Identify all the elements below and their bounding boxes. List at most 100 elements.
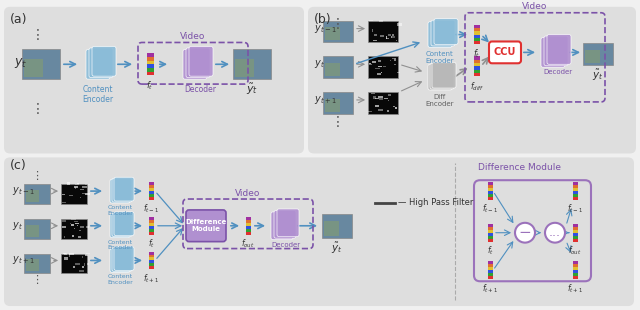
Bar bbox=[233, 49, 271, 79]
Bar bbox=[246, 232, 250, 235]
Bar bbox=[147, 68, 154, 72]
Text: (a): (a) bbox=[10, 13, 28, 26]
FancyBboxPatch shape bbox=[432, 62, 456, 88]
Text: $f_{t-1}$: $f_{t-1}$ bbox=[482, 203, 498, 215]
FancyBboxPatch shape bbox=[112, 178, 132, 202]
Text: $y_t$: $y_t$ bbox=[14, 56, 28, 70]
FancyBboxPatch shape bbox=[89, 48, 113, 78]
Bar bbox=[148, 220, 154, 223]
Bar bbox=[474, 24, 480, 28]
Bar bbox=[372, 39, 377, 41]
Bar bbox=[147, 53, 154, 57]
FancyBboxPatch shape bbox=[114, 212, 134, 236]
Bar bbox=[73, 266, 75, 268]
Bar bbox=[147, 61, 154, 64]
Text: $f_t$: $f_t$ bbox=[147, 79, 154, 92]
Text: $y_{t+1}$: $y_{t+1}$ bbox=[12, 255, 35, 267]
Bar bbox=[391, 36, 392, 38]
Bar bbox=[380, 20, 383, 22]
Bar bbox=[368, 21, 398, 42]
Bar bbox=[26, 225, 39, 237]
Bar bbox=[322, 214, 352, 238]
Text: — High Pass Filter: — High Pass Filter bbox=[398, 198, 474, 207]
Bar bbox=[80, 226, 84, 228]
Bar bbox=[323, 92, 353, 114]
FancyBboxPatch shape bbox=[86, 49, 110, 79]
Bar bbox=[323, 21, 353, 42]
FancyBboxPatch shape bbox=[183, 49, 207, 79]
FancyBboxPatch shape bbox=[112, 213, 132, 237]
Text: $f_{t+1}$: $f_{t+1}$ bbox=[482, 282, 498, 295]
Bar bbox=[474, 66, 480, 69]
Bar bbox=[24, 254, 50, 273]
Circle shape bbox=[515, 223, 535, 243]
Bar bbox=[148, 251, 154, 255]
Bar bbox=[148, 264, 154, 266]
Bar bbox=[148, 191, 154, 194]
Text: Content
Encoder: Content Encoder bbox=[83, 85, 113, 104]
Bar bbox=[148, 266, 154, 269]
Bar bbox=[368, 92, 398, 114]
Bar bbox=[75, 187, 76, 189]
Bar bbox=[388, 95, 391, 96]
Bar bbox=[392, 34, 394, 36]
Bar bbox=[368, 111, 372, 112]
Bar bbox=[378, 66, 381, 67]
Text: Video: Video bbox=[522, 2, 548, 11]
Text: (c): (c) bbox=[10, 159, 27, 172]
Bar bbox=[381, 72, 382, 73]
Bar bbox=[488, 268, 493, 270]
Bar bbox=[488, 230, 493, 233]
Bar bbox=[324, 221, 339, 236]
Bar bbox=[246, 217, 250, 220]
Text: $f_t$: $f_t$ bbox=[147, 238, 154, 250]
Bar bbox=[573, 236, 577, 239]
Bar bbox=[85, 254, 88, 256]
Bar bbox=[26, 190, 39, 202]
Bar bbox=[64, 257, 68, 259]
Bar bbox=[246, 226, 250, 229]
Bar bbox=[148, 194, 154, 197]
Bar bbox=[62, 226, 65, 228]
Bar bbox=[573, 233, 577, 236]
Bar bbox=[377, 73, 381, 75]
Bar bbox=[85, 193, 90, 196]
Bar bbox=[148, 255, 154, 258]
Bar bbox=[488, 273, 493, 276]
Text: Decoder: Decoder bbox=[543, 69, 573, 75]
Bar bbox=[378, 109, 383, 111]
Bar bbox=[86, 253, 90, 254]
Bar bbox=[585, 50, 600, 63]
Text: Difference Module: Difference Module bbox=[479, 163, 561, 172]
Bar bbox=[325, 63, 340, 76]
Bar bbox=[488, 185, 493, 188]
Bar bbox=[72, 235, 74, 237]
Bar bbox=[24, 59, 43, 77]
Bar bbox=[374, 34, 376, 36]
Bar bbox=[147, 64, 154, 68]
Bar bbox=[378, 60, 381, 62]
Bar bbox=[474, 63, 480, 66]
Bar bbox=[388, 100, 389, 101]
Bar bbox=[388, 34, 391, 36]
Bar bbox=[488, 188, 493, 191]
Bar bbox=[573, 182, 577, 185]
Bar bbox=[396, 107, 397, 108]
Bar bbox=[573, 270, 577, 273]
FancyBboxPatch shape bbox=[92, 46, 116, 76]
Bar bbox=[488, 182, 493, 185]
FancyBboxPatch shape bbox=[547, 34, 571, 64]
Text: Decoder: Decoder bbox=[184, 85, 216, 94]
Bar bbox=[372, 61, 376, 63]
FancyBboxPatch shape bbox=[110, 249, 130, 272]
Bar bbox=[474, 28, 480, 31]
Bar bbox=[61, 219, 87, 239]
Bar bbox=[70, 223, 71, 224]
Text: $f_{t+1}$: $f_{t+1}$ bbox=[567, 282, 583, 295]
Bar bbox=[573, 264, 577, 268]
FancyBboxPatch shape bbox=[271, 212, 293, 240]
Text: Content
Encoder: Content Encoder bbox=[426, 51, 454, 64]
Bar bbox=[63, 237, 65, 238]
Text: Content
Encoder: Content Encoder bbox=[107, 240, 133, 250]
Bar bbox=[376, 68, 380, 69]
